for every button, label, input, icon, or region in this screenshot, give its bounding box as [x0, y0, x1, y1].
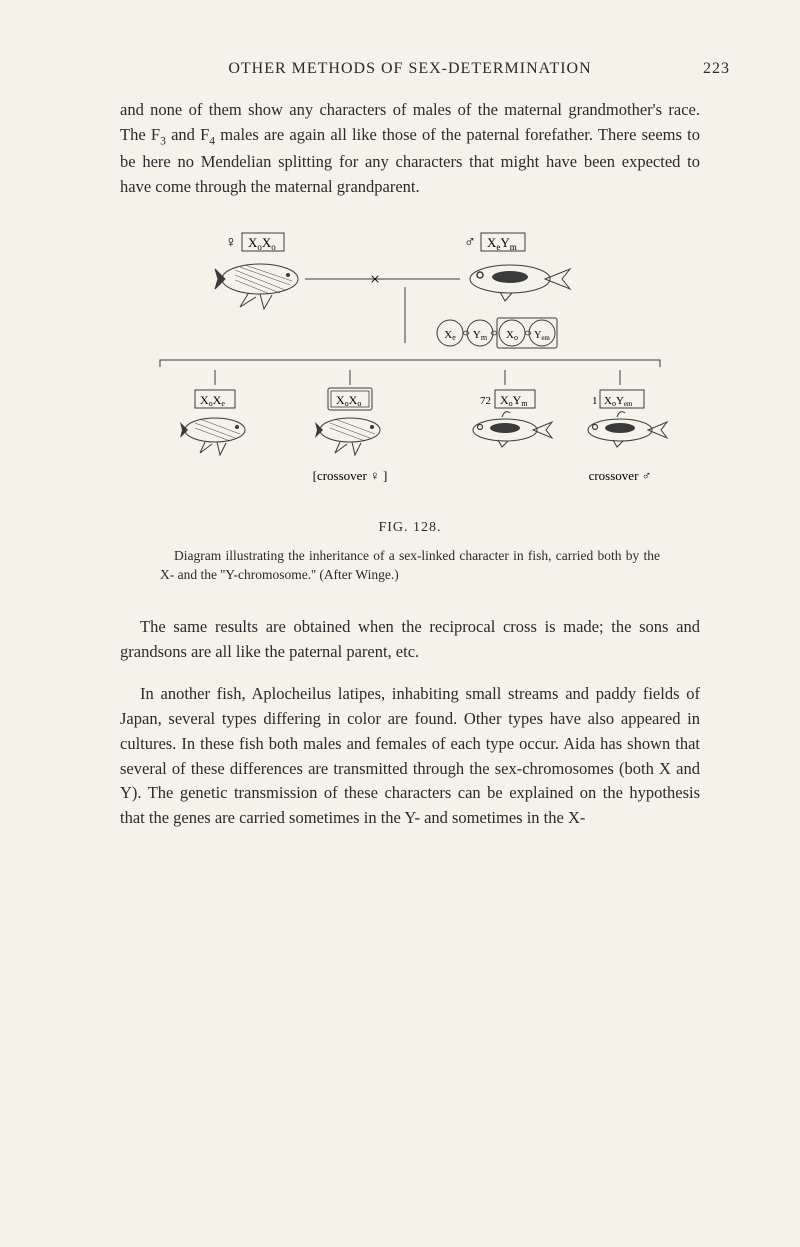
paragraph-1: and none of them show any characters of … — [120, 98, 700, 200]
paragraph-2: The same results are obtained when the r… — [120, 615, 700, 665]
female-symbol: ♀ — [225, 234, 237, 251]
cross-symbol: × — [370, 269, 380, 289]
male-symbol: ♂ — [464, 234, 476, 251]
crossover-female-label: [crossover ♀ ] — [313, 468, 388, 483]
male-fish-icon — [470, 265, 570, 301]
header-title: OTHER METHODS OF SEX-DETERMINATION — [228, 60, 591, 77]
offspring-3-fish-icon — [473, 412, 552, 447]
gamete-1: Xe — [444, 329, 456, 342]
gametes-group: Xe Ym Xo Yem — [437, 318, 557, 348]
page-header: OTHER METHODS OF SEX-DETERMINATION 223 — [120, 60, 700, 78]
offspring-2-fish-icon — [315, 418, 380, 455]
bracket-line — [160, 360, 660, 367]
offspring-1-fish-icon — [180, 418, 245, 455]
offspring-2-genotype: XoXo — [336, 393, 361, 408]
offspring-3-count: 72 — [480, 395, 491, 407]
female-genotype: XoXo — [248, 235, 276, 252]
offspring-4-genotype: XoYem — [604, 395, 633, 408]
inheritance-diagram: ♀ XoXo ♂ XeYm × — [120, 225, 700, 505]
diagram-svg: ♀ XoXo ♂ XeYm × — [140, 225, 680, 505]
female-fish-icon — [215, 264, 298, 309]
paragraph-3: In another fish, Aplocheilus latipes, in… — [120, 682, 700, 831]
offspring-3-genotype: XoYm — [500, 393, 528, 408]
offspring-1-genotype: XoXe — [200, 393, 225, 408]
figure-caption: Diagram illustrating the inheritance of … — [160, 546, 660, 585]
gamete-3: Xo — [506, 329, 518, 342]
gamete-2: Ym — [473, 329, 488, 342]
figure-label: FIG. 128. — [120, 520, 700, 536]
p1-text2: and F — [166, 125, 209, 144]
offspring-4-count: 1 — [592, 395, 598, 407]
gamete-4: Yem — [534, 330, 550, 342]
crossover-male-label: crossover ♂ — [589, 468, 652, 483]
male-genotype: XeYm — [487, 235, 517, 252]
offspring-4-fish-icon — [588, 412, 667, 447]
page-number: 223 — [703, 60, 730, 78]
